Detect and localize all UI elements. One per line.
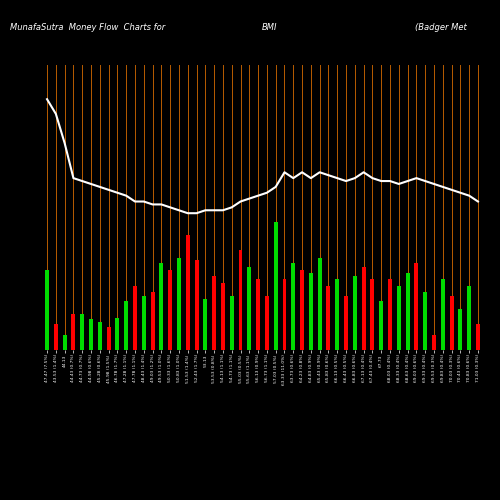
- Bar: [309, 273, 313, 350]
- Bar: [318, 258, 322, 350]
- Bar: [194, 260, 198, 350]
- Bar: [450, 296, 454, 350]
- Bar: [230, 296, 234, 350]
- Text: (Badger Met: (Badger Met: [415, 22, 467, 32]
- Bar: [212, 276, 216, 350]
- Bar: [177, 258, 181, 350]
- Bar: [98, 322, 102, 350]
- Bar: [344, 296, 348, 350]
- Bar: [274, 222, 278, 350]
- Bar: [221, 284, 225, 350]
- Bar: [432, 334, 436, 350]
- Bar: [142, 296, 146, 350]
- Bar: [265, 296, 269, 350]
- Bar: [414, 263, 418, 350]
- Bar: [388, 280, 392, 350]
- Bar: [336, 280, 339, 350]
- Bar: [54, 324, 58, 350]
- Bar: [72, 314, 76, 350]
- Bar: [326, 286, 330, 350]
- Bar: [133, 286, 137, 350]
- Bar: [282, 280, 286, 350]
- Bar: [379, 302, 383, 350]
- Bar: [160, 263, 164, 350]
- Text: MunafaSutra  Money Flow  Charts for: MunafaSutra Money Flow Charts for: [10, 22, 165, 32]
- Bar: [397, 286, 401, 350]
- Bar: [476, 324, 480, 350]
- Bar: [238, 250, 242, 350]
- Bar: [248, 266, 252, 350]
- Bar: [89, 319, 93, 350]
- Bar: [370, 280, 374, 350]
- Bar: [186, 234, 190, 350]
- Bar: [168, 270, 172, 350]
- Bar: [423, 292, 427, 350]
- Bar: [300, 270, 304, 350]
- Bar: [45, 270, 49, 350]
- Bar: [150, 292, 154, 350]
- Bar: [62, 334, 66, 350]
- Bar: [256, 280, 260, 350]
- Bar: [467, 286, 471, 350]
- Bar: [124, 302, 128, 350]
- Bar: [80, 314, 84, 350]
- Bar: [292, 263, 296, 350]
- Bar: [106, 327, 110, 350]
- Bar: [353, 276, 357, 350]
- Text: BMI: BMI: [262, 22, 278, 32]
- Bar: [458, 309, 462, 350]
- Bar: [116, 318, 119, 350]
- Bar: [362, 266, 366, 350]
- Bar: [406, 273, 409, 350]
- Bar: [204, 298, 208, 350]
- Bar: [441, 280, 445, 350]
